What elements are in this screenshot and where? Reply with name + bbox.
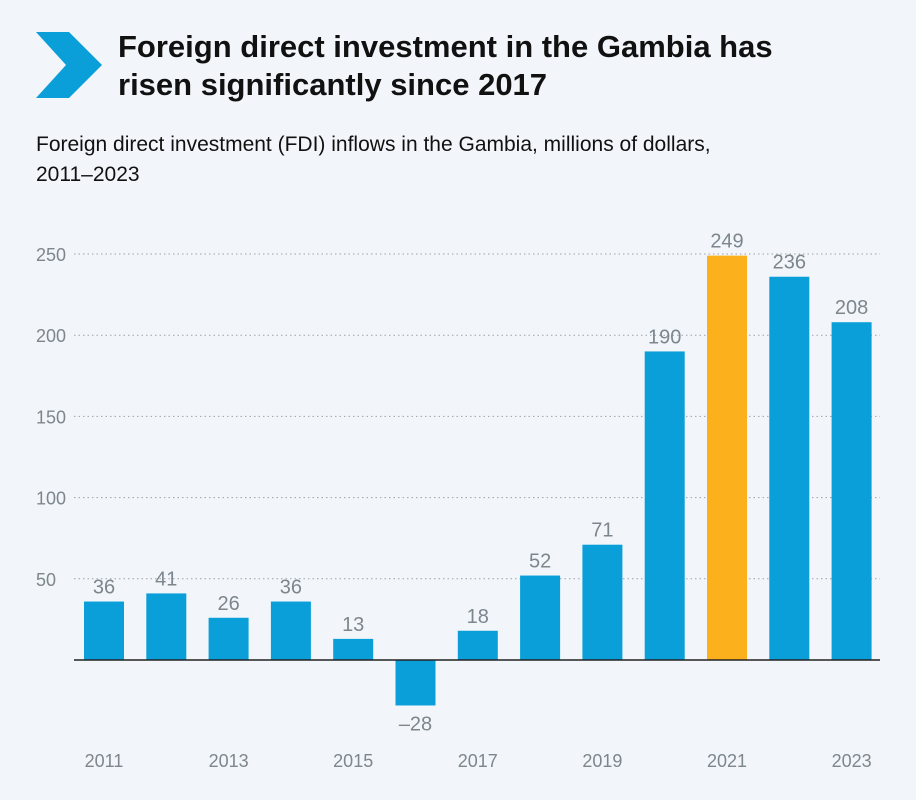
chart-title-line-1: Foreign direct investment in the Gambia … [118,29,773,64]
chart-subtitle-line-1: Foreign direct investment (FDI) inflows … [36,133,711,156]
x-tick-label: 2017 [458,751,498,771]
x-tick-label: 2019 [582,751,622,771]
value-label-2022: 236 [773,252,806,274]
chart-title-line-2: risen significantly since 2017 [118,67,548,102]
y-tick-label: 150 [36,407,66,427]
value-label-2011: 36 [93,577,115,599]
chart-header: Foreign direct investment in the Gambia … [36,28,896,108]
bar-2012 [146,593,187,660]
y-tick-label: 100 [36,489,66,509]
value-label-2012: 41 [155,568,177,590]
y-tick-label: 200 [36,326,66,346]
value-label-2015: 13 [342,614,364,636]
chart-subtitle: Foreign direct investment (FDI) inflows … [36,130,856,190]
value-label-2018: 52 [529,551,551,573]
bar-2016 [395,660,436,706]
value-label-2014: 36 [280,577,302,599]
bar-2013 [208,617,249,660]
bar-2017 [457,630,498,660]
value-label-2017: 18 [467,606,489,628]
y-tick-label: 50 [36,570,56,590]
x-tick-label: 2015 [333,751,373,771]
x-tick-label: 2023 [832,751,872,771]
bar-2011 [84,601,124,660]
value-label-2021: 249 [710,231,743,253]
bar-2022 [769,276,810,660]
bar-2014 [270,601,311,660]
x-tick-label: 2021 [707,751,747,771]
bar-2015 [333,638,374,660]
chevron-right-icon [36,32,102,98]
chart-subtitle-line-2: 2011–2023 [36,163,140,186]
bar-2021 [707,255,747,660]
value-label-2013: 26 [217,593,239,615]
chart-title: Foreign direct investment in the Gambia … [118,28,878,104]
value-label-2023: 208 [835,297,868,319]
y-tick-label: 250 [36,245,66,265]
value-label-2019: 71 [591,520,613,542]
x-tick-label: 2011 [85,751,124,771]
bar-2019 [582,544,623,660]
bar-2023 [831,322,872,660]
value-label-2016: –28 [399,713,432,735]
bar-2020 [644,351,685,660]
x-tick-label: 2013 [209,751,249,771]
bar-2018 [520,575,561,660]
value-label-2020: 190 [648,326,681,348]
